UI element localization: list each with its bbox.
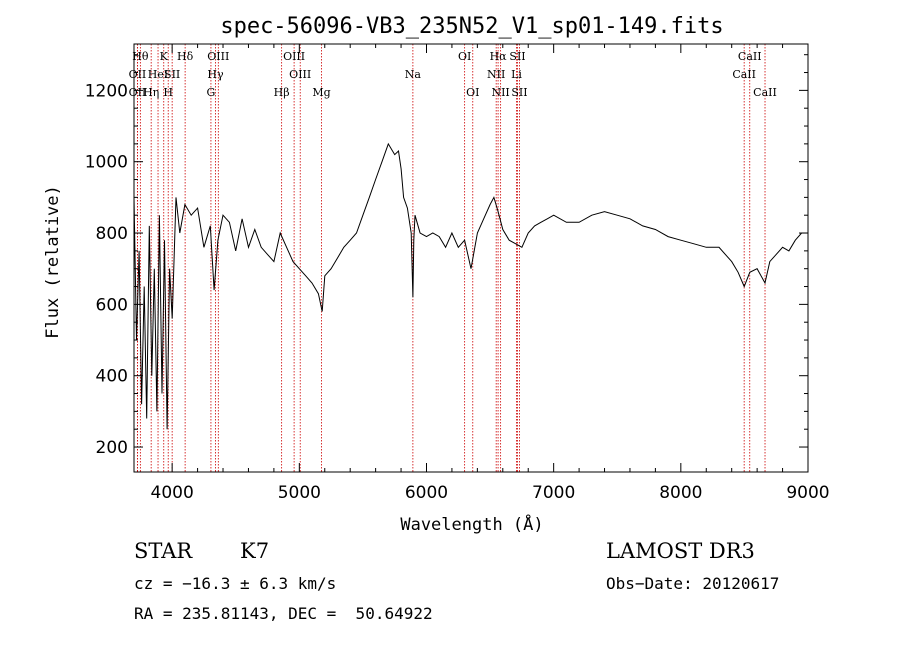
spectral-line-label: Hγ — [207, 68, 224, 81]
y-tick-label: 1000 — [85, 153, 128, 173]
spectral-line-label: CaII — [732, 68, 756, 81]
spectral-line-label: HeI — [148, 68, 168, 81]
spectral-line-label: SII — [511, 86, 527, 99]
spectral-line-label: G — [207, 86, 216, 99]
object-class: STAR — [134, 539, 193, 563]
x-tick-label: 4000 — [151, 483, 194, 503]
survey-name: LAMOST DR3 — [606, 539, 755, 563]
x-tick-label: 7000 — [532, 483, 575, 503]
spectral-line-label: Mg — [312, 86, 330, 99]
spectral-line-label: Hβ — [274, 86, 290, 99]
spectral-line-label: SII — [164, 68, 180, 81]
spectral-line-markers — [137, 44, 766, 472]
sky-coordinates: RA = 235.81143, DEC = 50.64922 — [134, 604, 433, 623]
spectral-line-label: CaII — [753, 86, 777, 99]
x-tick-label: 9000 — [786, 483, 829, 503]
spectral-line-label: SII — [509, 50, 525, 63]
axis-ticks: 4000 5000 6000 7000 8000 9000 200 400 600 800 1000… — [85, 44, 830, 503]
spectral-line-label: Li — [511, 68, 522, 81]
spectral-line-label: OIII — [283, 50, 305, 63]
object-subclass: K7 — [240, 539, 270, 563]
x-axis-label: Wavelength (Å) — [400, 513, 543, 535]
spectral-line-label: OI — [466, 86, 479, 99]
spectral-line-label: OIII — [289, 68, 311, 81]
observation-date: Obs−Date: 20120617 — [606, 574, 780, 593]
x-tick-label: 6000 — [405, 483, 448, 503]
spectral-line-label: K — [160, 50, 169, 63]
chart-title: spec-56096-VB3_235N52_V1_sp01-149.fits — [220, 14, 723, 39]
x-tick-label: 5000 — [278, 483, 321, 503]
spectral-line-label: OII — [129, 86, 147, 99]
spectral-line-label: CaII — [738, 50, 762, 63]
spectral-line-label: OIII — [207, 50, 229, 63]
spectral-line-label: Hη — [143, 86, 159, 99]
spectral-line-label: NII — [487, 68, 505, 81]
spectral-line-label: OII — [129, 68, 147, 81]
y-tick-label: 1200 — [85, 81, 128, 101]
spectral-line-label: H — [163, 86, 173, 99]
redshift-velocity: cz = −16.3 ± 6.3 km/s — [134, 574, 337, 593]
y-tick-label: 800 — [96, 224, 128, 244]
spectral-line-label: Hα — [490, 50, 508, 63]
y-tick-label: 600 — [96, 295, 128, 315]
y-tick-label: 200 — [96, 438, 128, 458]
y-axis-label: Flux (relative) — [43, 185, 63, 339]
spectral-line-label: Hδ — [177, 50, 194, 63]
spectral-line-label: Na — [405, 68, 422, 81]
x-tick-label: 8000 — [659, 483, 702, 503]
spectral-line-label: OI — [458, 50, 471, 63]
spectral-line-label: Hθ — [132, 50, 149, 63]
flux-series-line — [133, 142, 808, 430]
spectral-line-label: NII — [491, 86, 509, 99]
y-tick-label: 400 — [96, 367, 128, 387]
plot-frame — [133, 43, 809, 473]
